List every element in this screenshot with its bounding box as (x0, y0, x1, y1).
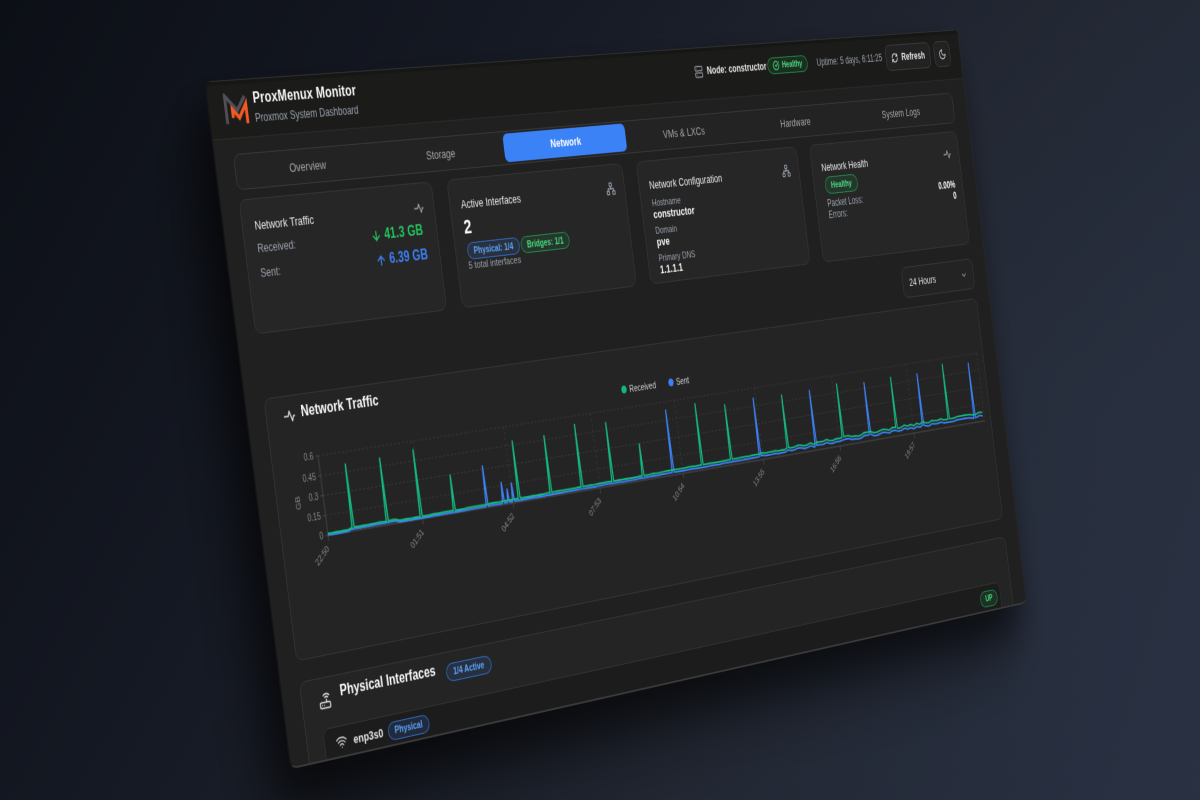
svg-text:0.15: 0.15 (307, 511, 322, 524)
svg-text:0.6: 0.6 (303, 451, 314, 463)
svg-text:04:52: 04:52 (500, 510, 516, 534)
svg-text:19:57: 19:57 (903, 440, 916, 461)
svg-text:13:55: 13:55 (752, 466, 766, 488)
svg-text:10:54: 10:54 (671, 480, 686, 503)
svg-text:22:50: 22:50 (313, 543, 331, 568)
svg-text:01:51: 01:51 (409, 526, 426, 550)
svg-text:0.45: 0.45 (302, 471, 317, 484)
svg-text:Sent: Sent (676, 375, 690, 388)
svg-text:07:53: 07:53 (587, 495, 602, 518)
svg-text:16:56: 16:56 (829, 453, 843, 475)
svg-text:Received: Received (629, 380, 657, 395)
svg-text:0.3: 0.3 (308, 491, 319, 504)
svg-text:0: 0 (319, 531, 324, 543)
svg-text:GB: GB (293, 495, 303, 510)
